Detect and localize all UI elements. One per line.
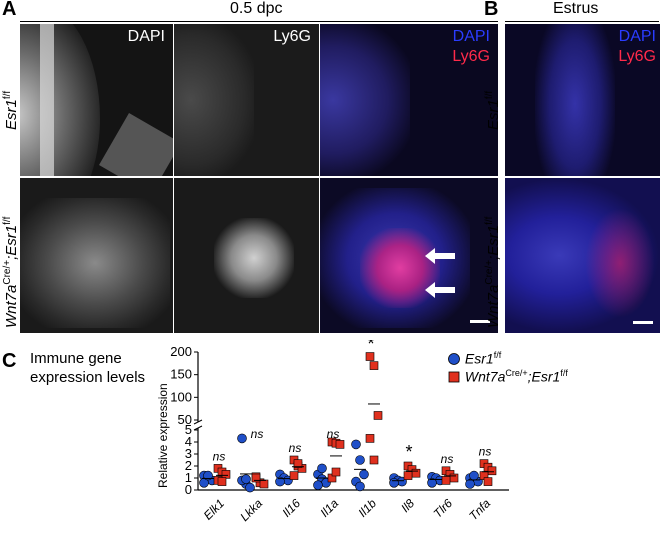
y-tick-label: 1 (185, 470, 192, 485)
x-tick-label: Lkka (237, 496, 265, 524)
data-point-wnt7a (217, 477, 227, 486)
data-point-wnt7a (289, 471, 299, 480)
image-a-dapi-esr1: DAPI (20, 24, 173, 176)
panel-a-timepoint-label: 0.5 dpc (230, 0, 283, 17)
data-point-wnt7a (373, 411, 383, 420)
significance-label: ns (479, 445, 492, 459)
x-tick-label: Il1a (318, 496, 342, 520)
dapi-label: DAPI (127, 28, 165, 45)
x-tick-label: Tnfa (466, 496, 493, 523)
panel-a-letter: A (2, 0, 17, 20)
data-point-esr1 (389, 478, 399, 488)
data-point-esr1 (469, 470, 479, 481)
panel-c-title-line2: expression levels (30, 369, 146, 386)
panel-b-timepoint-line (505, 21, 659, 22)
data-point-esr1 (355, 481, 365, 492)
image-a-merge-esr1: DAPI Ly6G (320, 24, 498, 176)
data-point-esr1 (275, 476, 285, 487)
significance-label: ns (441, 452, 454, 466)
data-point-wnt7a (365, 434, 375, 443)
image-a-ly6g-wnt7a (174, 178, 319, 333)
axis-break-mark (193, 425, 203, 431)
data-point-wnt7a (441, 476, 451, 485)
data-point-esr1 (237, 433, 247, 444)
panel-c-letter: C (2, 350, 17, 372)
y-tick-label: 0 (185, 482, 192, 497)
data-point-wnt7a (487, 466, 497, 476)
merge-dapi-label: DAPI (452, 28, 490, 45)
y-tick-label: 2 (185, 458, 192, 473)
data-point-wnt7a (251, 473, 261, 483)
data-point-esr1 (245, 482, 255, 493)
data-point-wnt7a (335, 440, 345, 449)
data-point-wnt7a (259, 479, 269, 489)
legend-item-wnt7a: Wnt7aCre/+;Esr1f/f (447, 368, 568, 386)
image-a-dapi-wnt7a (20, 178, 173, 333)
arrow-icon (425, 282, 455, 298)
b-dapi-label: DAPI (618, 28, 656, 45)
significance-label: ns (251, 427, 264, 441)
legend-item-esr1: Esr1f/f (447, 350, 568, 368)
data-point-wnt7a (449, 473, 459, 483)
b-row-label-wnt7a: Wnt7aCre/+;Esr1f/f (484, 216, 502, 328)
data-point-wnt7a (293, 459, 303, 468)
data-point-wnt7a (411, 468, 421, 478)
image-b-merge-esr1: DAPI Ly6G (505, 24, 660, 176)
y-tick-label: 4 (185, 434, 192, 449)
ly6g-label: Ly6G (273, 28, 311, 45)
axis-break-mark (193, 419, 203, 425)
panel-b-letter: B (484, 0, 499, 20)
significance-label: ns (327, 427, 340, 441)
data-point-esr1 (313, 480, 323, 490)
row-label-wnt7a: Wnt7aCre/+;Esr1f/f (2, 216, 20, 328)
legend-marker-circle (448, 352, 460, 365)
y-tick-label: 200 (170, 344, 192, 359)
data-point-esr1 (355, 455, 365, 465)
y-tick-label: 3 (185, 446, 192, 461)
arrow-icon (425, 248, 455, 264)
data-point-esr1 (465, 479, 475, 489)
data-point-wnt7a (403, 471, 413, 480)
scale-bar (470, 320, 490, 323)
data-point-wnt7a (365, 352, 375, 361)
row-label-esr1: Esr1f/f (2, 90, 20, 130)
b-row-label-esr1: Esr1f/f (484, 90, 502, 130)
x-tick-label: Il1b (356, 496, 380, 520)
legend-marker-square (448, 371, 460, 383)
image-a-merge-wnt7a (320, 178, 498, 333)
image-b-merge-wnt7a (505, 178, 660, 333)
y-tick-label: 100 (170, 389, 192, 404)
b-ly6g-label: Ly6G (618, 48, 656, 65)
panel-c-title-line1: Immune gene (30, 350, 122, 367)
panel-b-timepoint-label: Estrus (553, 0, 599, 17)
data-point-esr1 (317, 463, 327, 474)
x-tick-label: Il16 (280, 496, 304, 520)
significance-label: * (405, 442, 412, 462)
image-a-ly6g-esr1: Ly6G (174, 24, 319, 176)
y-tick-label: 50 (178, 412, 192, 427)
data-point-wnt7a (331, 467, 341, 477)
data-point-wnt7a (221, 470, 231, 479)
data-point-wnt7a (483, 477, 493, 486)
significance-label: ns (289, 441, 302, 455)
data-point-esr1 (427, 478, 437, 488)
legend: Esr1f/f Wnt7aCre/+;Esr1f/f (447, 350, 568, 386)
data-point-esr1 (359, 469, 369, 480)
data-point-esr1 (203, 470, 213, 481)
merge-ly6g-label: Ly6G (452, 48, 490, 65)
data-point-wnt7a (369, 361, 379, 370)
data-point-esr1 (351, 439, 361, 450)
data-point-wnt7a (369, 455, 379, 465)
x-tick-label: Elk1 (201, 496, 227, 522)
x-tick-label: Il8 (398, 496, 417, 515)
scale-bar (633, 321, 653, 324)
y-tick-label: 5 (185, 422, 192, 437)
panel-a-timepoint-line (20, 21, 498, 22)
significance-label: * (367, 340, 374, 354)
data-point-esr1 (241, 474, 251, 484)
significance-label: ns (213, 449, 226, 463)
y-tick-label: 150 (170, 367, 192, 382)
x-tick-label: Tlr6 (431, 496, 456, 521)
